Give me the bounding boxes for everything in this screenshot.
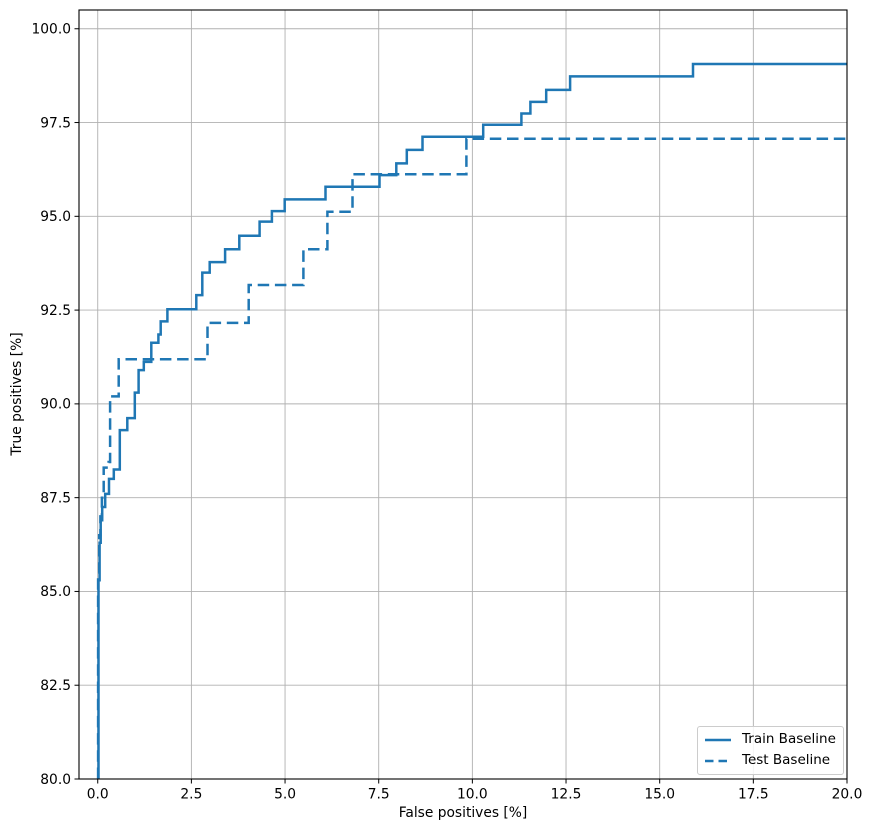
- legend-label-train: Train Baseline: [742, 731, 836, 748]
- legend[interactable]: Train Baseline Test Baseline: [697, 726, 844, 775]
- legend-item-train[interactable]: Train Baseline: [705, 729, 836, 750]
- x-tick-label: 2.5: [180, 787, 202, 803]
- y-tick-label: 82.5: [40, 678, 71, 694]
- y-tick-label: 95.0: [40, 209, 71, 225]
- series-line-test-baseline: [96, 137, 847, 779]
- y-tick-label: 97.5: [40, 115, 71, 131]
- x-axis-label: False positives [%]: [399, 805, 528, 821]
- legend-label-test: Test Baseline: [742, 752, 831, 769]
- x-tick-label: 17.5: [738, 787, 769, 803]
- grid-layer: [79, 10, 848, 780]
- legend-item-test[interactable]: Test Baseline: [705, 751, 836, 772]
- series-line-train-baseline: [97, 62, 847, 779]
- x-tick-label: 12.5: [551, 787, 582, 803]
- x-tick-label: 20.0: [832, 787, 863, 803]
- plot-border: [78, 9, 848, 780]
- test-dashed-line-sample: [705, 759, 731, 763]
- tick-labels: 0.0 2.5 5.0 7.5 10.0 12.5 15.0 17.5 20.0 80.0 82.5…: [32, 22, 863, 803]
- y-tick-label: 92.5: [40, 303, 71, 319]
- x-tick-label: 15.0: [644, 787, 675, 803]
- y-tick-label: 85.0: [40, 584, 71, 600]
- train-solid-line-sample: [705, 738, 731, 742]
- series-layer: [96, 62, 847, 779]
- tick-marks: [74, 28, 848, 784]
- y-tick-label: 100.0: [32, 22, 72, 38]
- y-axis-label: True positives [%]: [9, 332, 25, 456]
- x-tick-label: 10.0: [457, 787, 488, 803]
- x-tick-label: 7.5: [368, 787, 390, 803]
- x-tick-label: 5.0: [274, 787, 296, 803]
- y-tick-label: 87.5: [40, 490, 71, 506]
- y-tick-label: 90.0: [40, 397, 71, 413]
- y-tick-label: 80.0: [40, 772, 71, 788]
- x-tick-label: 0.0: [87, 787, 109, 803]
